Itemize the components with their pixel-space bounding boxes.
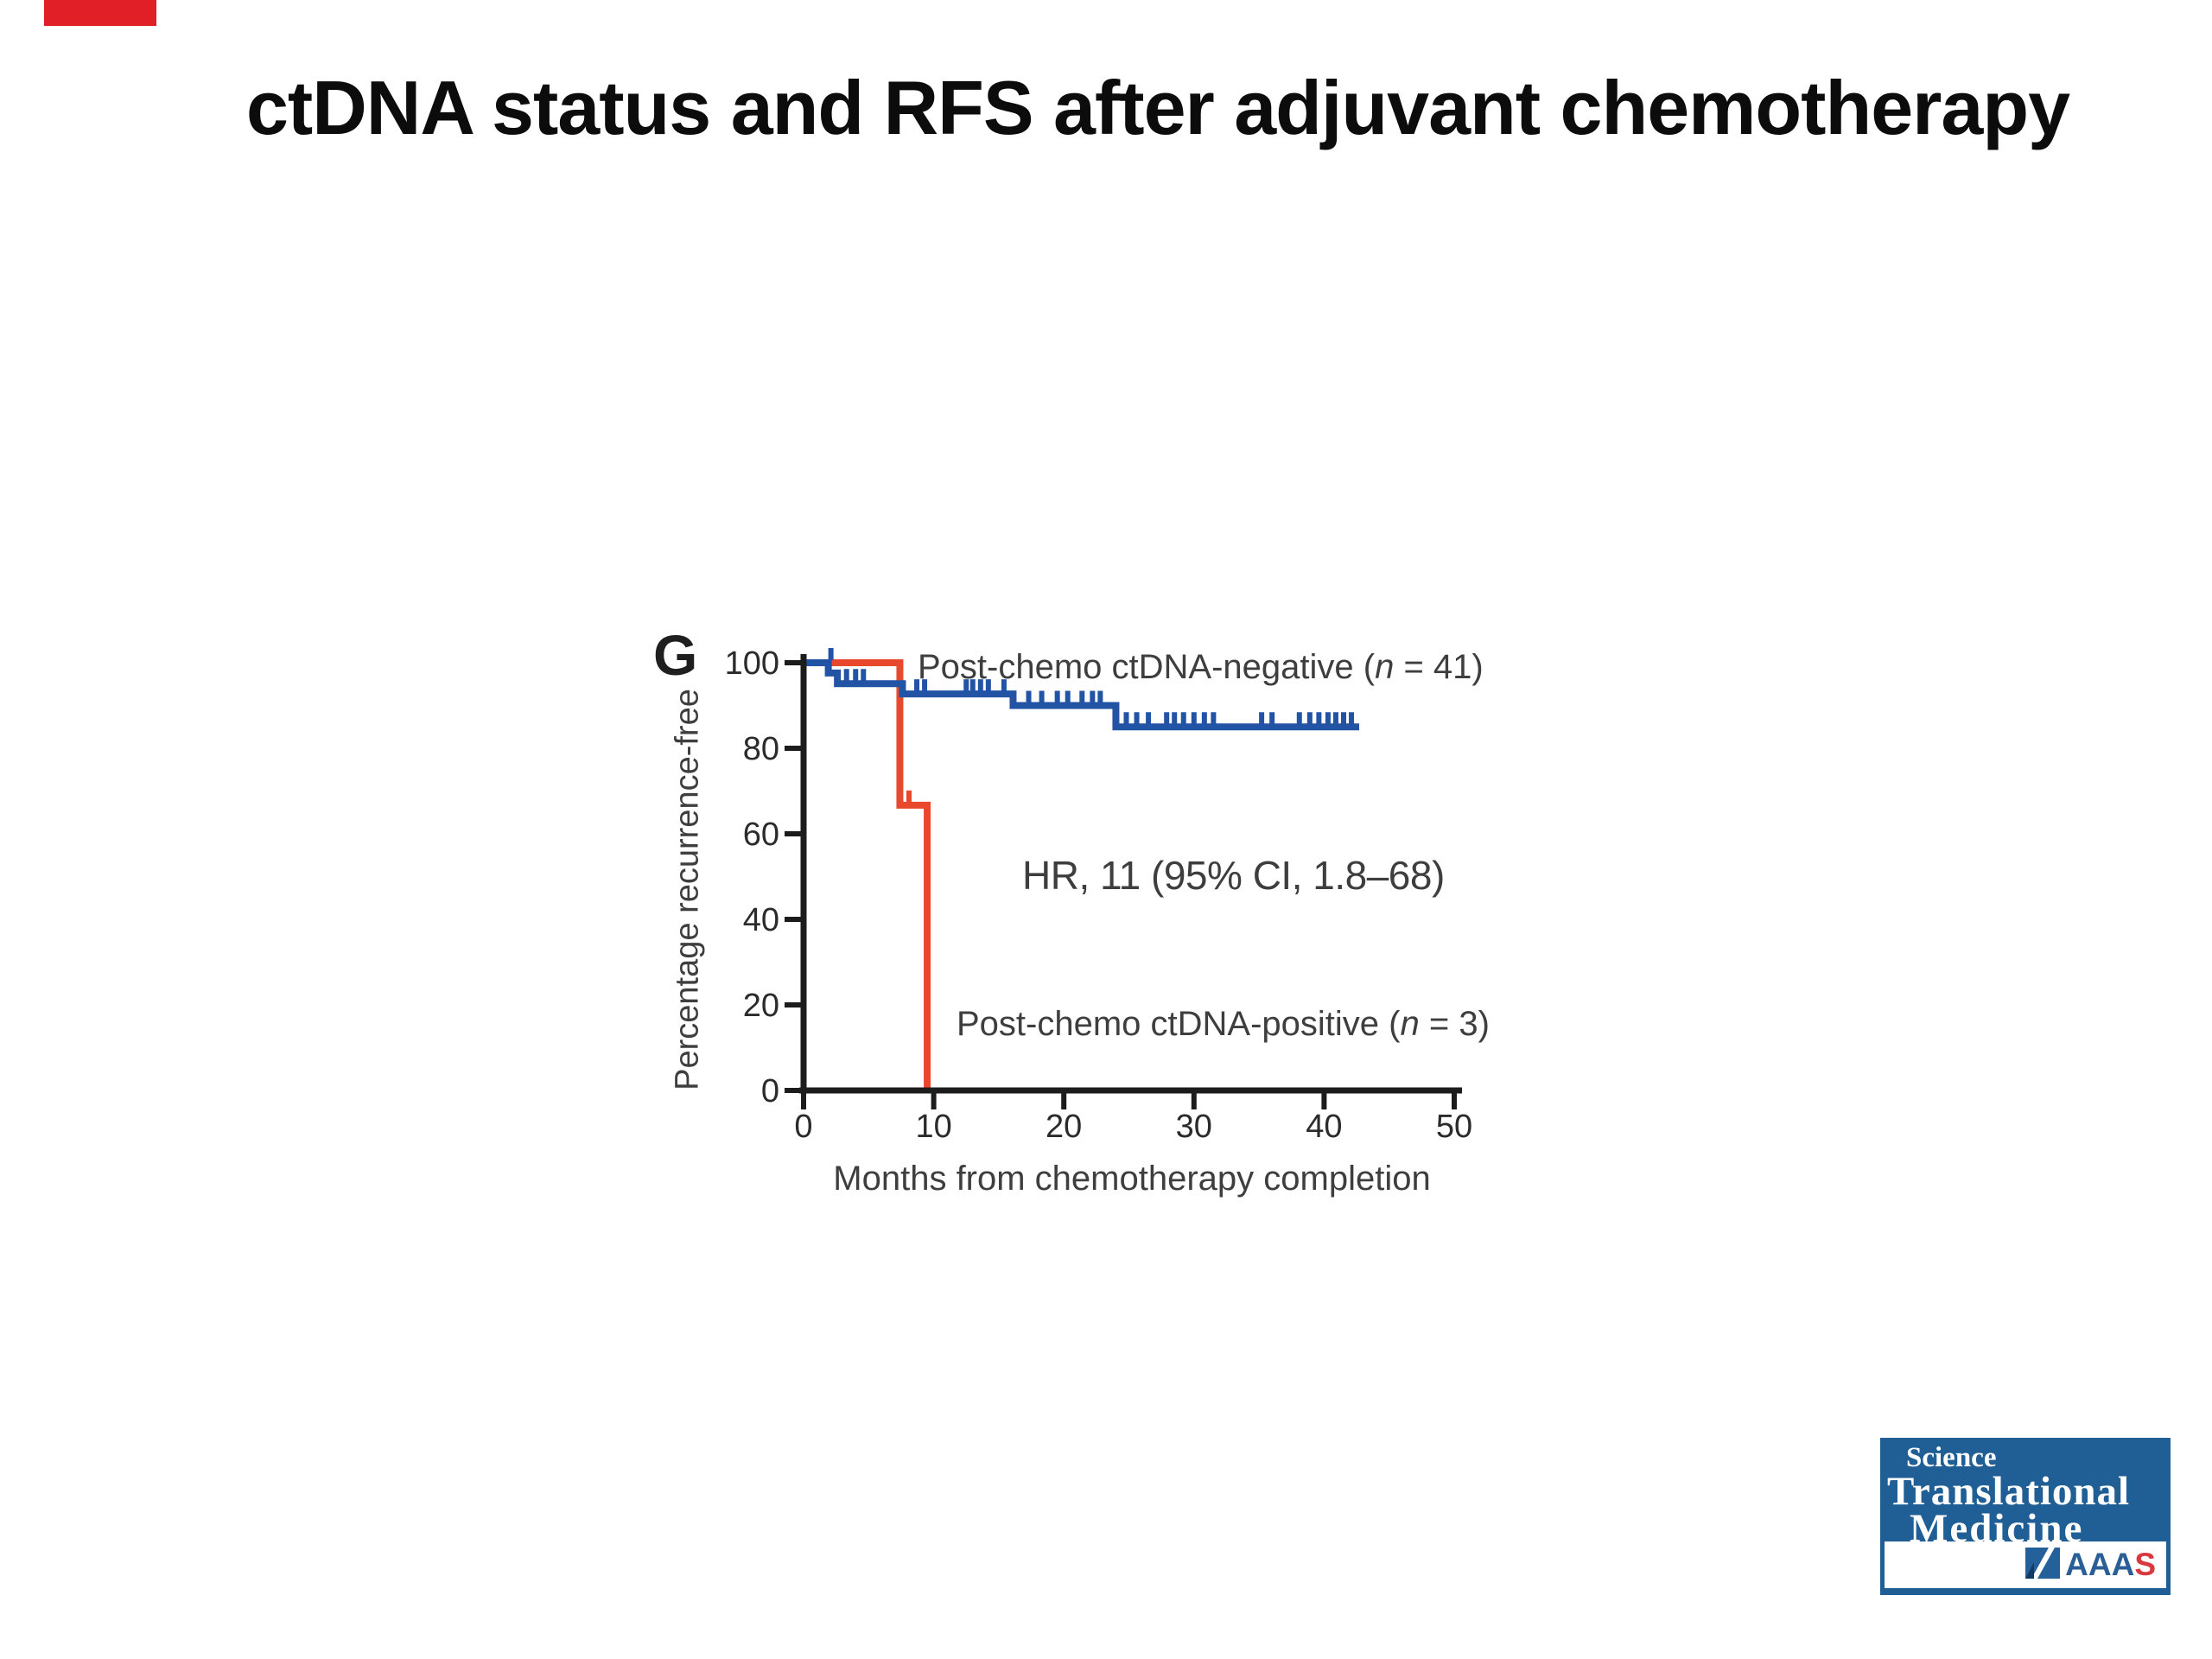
y-tick-label: 0 [761,1073,779,1109]
x-tick-label: 50 [1436,1109,1472,1145]
x-tick-label: 0 [794,1109,812,1145]
aaas-prefix: AAA [2065,1547,2135,1582]
aaas-wordmark: AAAS [2065,1547,2156,1583]
legend-positive-text: Post-chemo ctDNA-positive ( [957,1005,1401,1043]
y-tick-label: 20 [743,988,779,1024]
hazard-ratio-annotation: HR, 11 (95% CI, 1.8–68) [1022,853,1445,898]
x-tick-label: 10 [915,1109,951,1145]
legend-positive-n: n [1400,1005,1420,1043]
legend-ctdna-negative: Post-chemo ctDNA-negative (n = 41) [918,648,1484,687]
y-tick-label: 100 [725,645,779,682]
y-tick-label: 40 [743,902,779,938]
km-curve-negative [804,659,1360,731]
legend-ctdna-positive: Post-chemo ctDNA-positive (n = 3) [957,1005,1490,1044]
y-axis-title: Percentage recurrence-free [669,689,706,1090]
legend-negative-text: Post-chemo ctDNA-negative ( [918,648,1376,686]
slide-red-marker [44,0,156,26]
journal-logo: Science Translational Medicine AAAS [1880,1438,2171,1595]
x-tick-label: 30 [1176,1109,1212,1145]
km-curve-positive [804,659,931,1090]
aaas-logo-icon [2025,1547,2061,1583]
logo-translational: Translational [1887,1469,2131,1514]
legend-positive-suffix: = 3) [1419,1005,1490,1043]
x-tick-label: 20 [1046,1109,1082,1145]
x-tick-label: 40 [1306,1109,1342,1145]
x-axis-title: Months from chemotherapy completion [833,1160,1431,1198]
legend-negative-n: n [1375,648,1395,686]
logo-aaas-strip: AAAS [1885,1541,2166,1588]
slide-title: ctDNA status and RFS after adjuvant chem… [245,65,2070,150]
y-tick-label: 80 [743,731,779,767]
figure-panel-label: G [653,623,698,687]
legend-negative-suffix: = 41) [1394,648,1484,686]
aaas-red-s: S [2134,1547,2156,1582]
logo-science: Science [1906,1442,1997,1473]
y-tick-label: 60 [743,817,779,853]
